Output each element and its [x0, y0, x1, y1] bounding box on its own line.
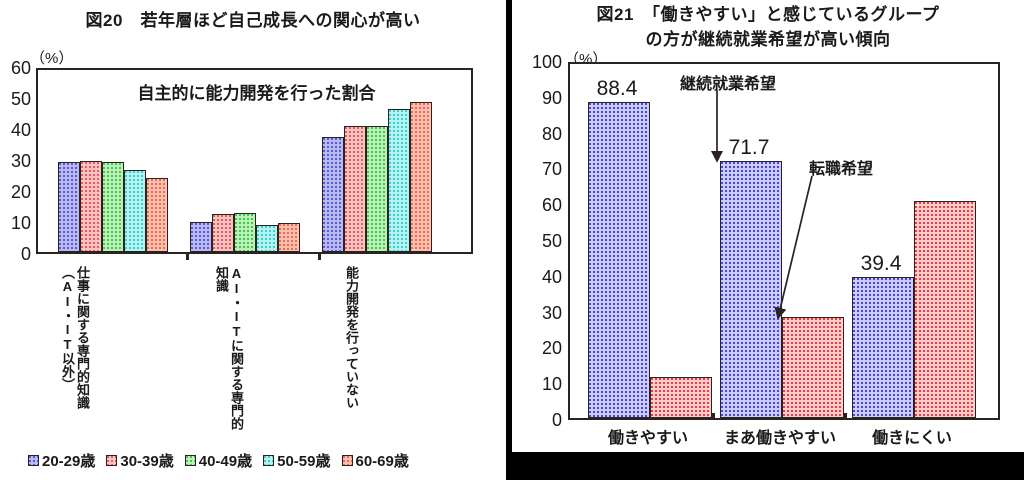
right-y-tick-80: 80 [541, 123, 562, 144]
figure-21-title: 図21 「働きやすい」と感じているグループ の方が継続就業希望が高い傾向 [512, 2, 1024, 52]
bar-fig20-g1-s0 [190, 221, 212, 252]
figure-21-title-line1: 図21 「働きやすい」と感じているグループ [596, 5, 940, 24]
legend-label-2: 40-49歳 [198, 453, 253, 470]
left-y-tick-0: 0 [20, 244, 31, 264]
bar-fig20-g2-s3 [388, 109, 410, 252]
left-x-tick-1 [318, 254, 321, 260]
legend-label-3: 50-59歳 [277, 453, 331, 470]
legend-item-4: 60-69歳 [341, 450, 409, 471]
bar-fig20-g1-s3 [256, 224, 278, 252]
right-category-label-2: 働きにくい [872, 430, 952, 447]
bar-fig20-g0-s2 [102, 162, 124, 252]
bar-fig21-g1-s1 [782, 316, 844, 418]
right-category-label-0: 働きやすい [607, 430, 688, 447]
right-x-tick-0 [712, 413, 715, 419]
bar-fig21-g0-s1 [650, 376, 712, 418]
legend-item-1: 30-39歳 [106, 450, 174, 471]
right-data-label-2: 39.4 [860, 251, 902, 275]
bar-fig20-g2-s2 [366, 125, 388, 252]
left-category-label-0: 仕事に関する専門的知識（AI・IT以外） [60, 266, 90, 409]
right-y-tick-0: 0 [551, 410, 562, 430]
bar-fig20-g0-s4 [146, 177, 168, 252]
legend-item-0: 20-29歳 [28, 450, 95, 471]
legend-item-2: 40-49歳 [184, 450, 253, 471]
left-y-tick-60: 60 [10, 58, 31, 78]
bar-fig21-g0-s0 [588, 101, 650, 418]
bar-fig20-g2-s1 [344, 126, 366, 252]
legend-label-0: 20-29歳 [42, 453, 96, 470]
left-y-tick-10: 10 [10, 213, 31, 233]
figure-21-title-line2: の方が継続就業希望が高い傾向 [645, 30, 891, 49]
left-category-label-2: 能力開発を行っていない [344, 266, 359, 409]
legend-swatch-1 [106, 455, 118, 466]
bar-fig20-g1-s2 [234, 213, 256, 252]
left-plot-area: 自主的に能力開発を行った割合 [36, 68, 473, 254]
left-x-tick-0 [186, 254, 189, 260]
bar-fig20-g2-s0 [322, 137, 344, 252]
bar-fig20-g0-s0 [58, 162, 80, 252]
bar-fig20-g0-s1 [80, 160, 102, 252]
right-y-tick-30: 30 [541, 302, 562, 323]
right-data-label-1: 71.7 [728, 136, 770, 160]
right-bars-layer [570, 64, 998, 418]
annotation-arrows [710, 90, 813, 320]
right-y-tick-100: 100 [531, 52, 562, 72]
left-y-tick-50: 50 [10, 89, 31, 109]
legend-label-1: 30-39歳 [120, 453, 174, 470]
right-x-tick-1 [844, 413, 847, 419]
left-legend: 20-29歳 30-39歳 40-49歳 50-59歳 60-69歳 [28, 450, 488, 471]
bar-fig21-g2-s0 [852, 276, 914, 418]
right-y-tick-40: 40 [541, 266, 562, 287]
legend-swatch-0 [28, 455, 39, 466]
figure-20-title: 図20 若年層ほど自己成長への関心が高い [85, 11, 421, 30]
right-y-tick-50: 50 [541, 231, 562, 251]
right-y-tick-70: 70 [541, 159, 562, 180]
right-y-tick-60: 60 [541, 195, 562, 216]
legend-swatch-4 [341, 455, 353, 466]
right-data-label-0: 88.4 [596, 76, 638, 100]
left-bars-layer [38, 70, 471, 252]
left-y-tick-30: 30 [10, 151, 31, 171]
right-y-tick-20: 20 [541, 338, 562, 359]
bar-fig21-g2-s1 [914, 201, 976, 418]
left-y-tick-20: 20 [10, 182, 31, 202]
annotation-continue-label: 継続就業希望 [680, 76, 777, 93]
figure-21-panel: 図21 「働きやすい」と感じているグループ の方が継続就業希望が高い傾向 （%）… [512, 0, 1024, 452]
legend-swatch-3 [263, 455, 275, 466]
right-y-tick-90: 90 [541, 87, 562, 108]
bar-fig20-g0-s3 [124, 169, 146, 252]
bar-fig20-g2-s4 [410, 102, 432, 252]
bar-fig20-g1-s4 [278, 223, 300, 252]
left-y-tick-40: 40 [10, 120, 31, 140]
legend-item-3: 50-59歳 [263, 450, 331, 471]
right-category-label-1: まあ働きやすい [723, 430, 836, 447]
bar-fig20-g1-s1 [212, 213, 234, 252]
annotation-change-label: 転職希望 [809, 161, 874, 178]
left-axis-unit-label: （%） [30, 50, 74, 67]
bar-fig21-g1-s0 [720, 161, 782, 418]
left-category-label-1: AI・ITに関する専門的知識 [214, 266, 244, 430]
legend-swatch-2 [184, 455, 196, 466]
right-y-tick-10: 10 [541, 374, 562, 395]
legend-label-4: 60-69歳 [355, 453, 409, 470]
right-plot-area [568, 62, 1000, 420]
left-inner-title: 自主的に能力開発を行った割合 [137, 84, 376, 103]
figure-20-panel: 図20 若年層ほど自己成長への関心が高い （%） 60 50 40 30 20 10 0 自… [0, 0, 506, 480]
